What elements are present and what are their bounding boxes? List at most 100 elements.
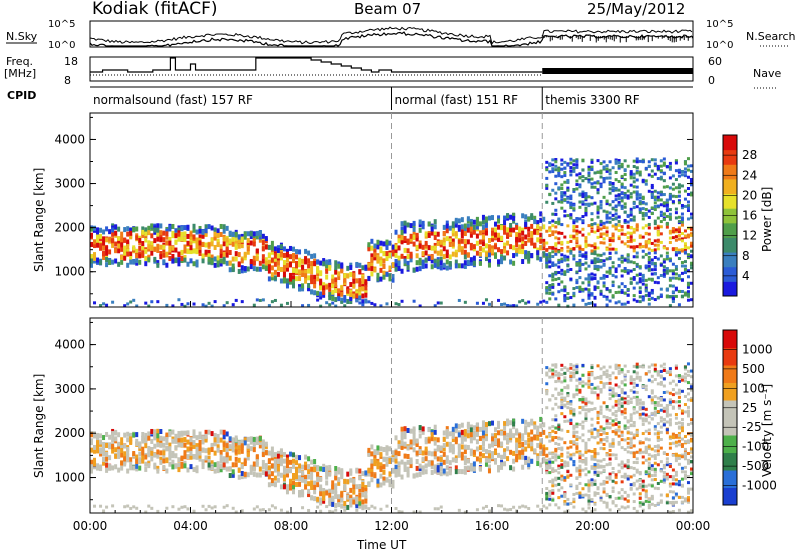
- velocity-cell: [463, 469, 467, 475]
- velocity-cell: [605, 503, 609, 507]
- velocity-cell: [201, 435, 205, 441]
- power-cell: [665, 251, 669, 255]
- velocity-ground-cell: [213, 505, 217, 509]
- power-cell: [668, 276, 672, 280]
- power-cell: [454, 217, 458, 223]
- power-cell: [650, 183, 654, 187]
- velocity-cell: [298, 468, 302, 474]
- velocity-cell: [608, 444, 612, 448]
- velocity-cell: [557, 466, 561, 470]
- velocity-cell: [307, 481, 311, 487]
- power-cell: [463, 263, 467, 269]
- power-cell: [301, 258, 305, 264]
- velocity-cell: [560, 454, 564, 458]
- velocity-cell: [295, 481, 299, 487]
- power-cell: [572, 188, 576, 192]
- power-cell: [394, 248, 398, 254]
- velocity-cell: [231, 437, 235, 443]
- power-cell: [301, 286, 305, 292]
- velocity-cell: [572, 460, 576, 464]
- velocity-cell: [463, 431, 467, 437]
- velocity-cell: [557, 447, 561, 451]
- power-cell: [686, 235, 690, 239]
- velocity-cell: [581, 420, 585, 424]
- velocity-cell: [400, 435, 404, 441]
- power-cell: [478, 230, 482, 236]
- velocity-cell: [566, 464, 570, 468]
- velocity-ground-cell: [436, 507, 440, 511]
- power-cell: [617, 158, 621, 162]
- power-cell: [629, 225, 633, 229]
- velocity-cell: [156, 442, 160, 448]
- power-cell: [563, 288, 567, 292]
- velocity-cell: [497, 424, 501, 430]
- power-cell: [575, 281, 579, 285]
- power-cell: [207, 253, 211, 259]
- velocity-cell: [192, 440, 196, 446]
- power-cell: [364, 264, 368, 270]
- power-cell: [132, 226, 136, 232]
- velocity-ground-cell: [512, 505, 516, 509]
- power-cell: [620, 196, 624, 200]
- velocity-cell: [578, 452, 582, 456]
- power-cell: [557, 258, 561, 262]
- power-cell: [494, 227, 498, 233]
- power-cell: [572, 291, 576, 295]
- velocity-cell: [204, 455, 208, 461]
- velocity-cell: [421, 469, 425, 475]
- power-cell: [566, 255, 570, 259]
- power-cell: [662, 274, 666, 278]
- power-cell: [572, 159, 576, 163]
- velocity-cell: [572, 368, 576, 372]
- velocity-cell: [584, 473, 588, 477]
- velocity-cell: [264, 450, 268, 456]
- power-cell: [644, 278, 648, 282]
- power-cell: [198, 225, 202, 231]
- power-cell: [442, 224, 446, 230]
- velocity-cell: [120, 441, 124, 447]
- velocity-cell: [165, 468, 169, 474]
- power-cell: [310, 279, 314, 285]
- velocity-cell: [506, 418, 510, 424]
- velocity-cell: [575, 487, 579, 491]
- cpid-label: CPID: [7, 89, 36, 102]
- power-cell: [581, 179, 585, 183]
- velocity-cell: [180, 442, 184, 448]
- velocity-cell: [282, 458, 286, 464]
- power-cell: [352, 278, 356, 284]
- power-cell: [638, 173, 642, 177]
- velocity-cell: [150, 450, 154, 456]
- power-cell: [457, 239, 461, 245]
- velocity-cell: [539, 416, 543, 422]
- power-cell: [656, 226, 660, 230]
- power-cell: [249, 264, 253, 270]
- power-cell: [469, 242, 473, 248]
- velocity-cell: [611, 391, 615, 395]
- power-cell: [361, 299, 365, 305]
- velocity-cell: [572, 393, 576, 397]
- power-cell: [213, 244, 217, 250]
- velocity-cell: [593, 456, 597, 460]
- power-cell: [626, 194, 630, 198]
- power-cell: [264, 244, 268, 250]
- velocity-cell: [174, 453, 178, 459]
- power-cell: [632, 261, 636, 265]
- power-cell: [403, 236, 407, 242]
- power-cell: [557, 169, 561, 173]
- power-cell: [445, 236, 449, 242]
- velocity-cell: [527, 422, 531, 428]
- velocity-cell: [252, 440, 256, 446]
- power-cell: [240, 258, 244, 264]
- velocity-cell: [584, 448, 588, 452]
- power-cell: [596, 235, 600, 239]
- velocity-cell: [144, 461, 148, 467]
- velocity-cell: [147, 450, 151, 456]
- power-cell: [403, 220, 407, 226]
- velocity-cell: [216, 433, 220, 439]
- power-cell: [261, 240, 265, 246]
- velocity-cell: [288, 459, 292, 465]
- power-cell: [683, 160, 687, 164]
- velocity-cell: [575, 491, 579, 495]
- power-cell: [481, 214, 485, 220]
- power-cell: [255, 234, 259, 240]
